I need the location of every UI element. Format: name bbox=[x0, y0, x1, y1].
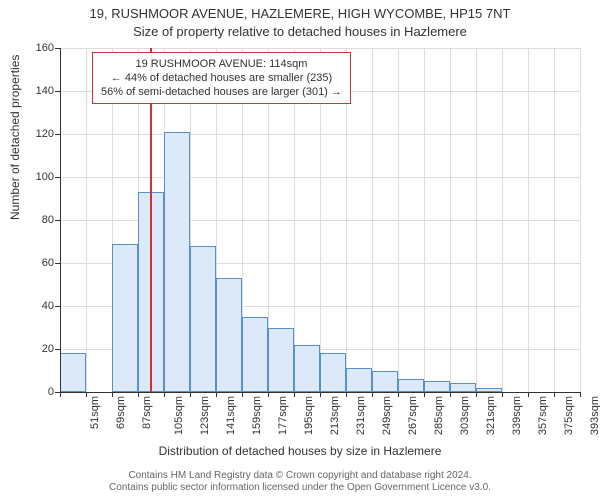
x-tick-label: 177sqm bbox=[277, 396, 289, 435]
x-tick-label: 231sqm bbox=[355, 396, 367, 435]
gridline-vertical bbox=[372, 48, 373, 392]
info-line-2: ← 44% of detached houses are smaller (23… bbox=[101, 71, 342, 85]
x-tick-label: 393sqm bbox=[589, 396, 600, 435]
histogram-bar bbox=[268, 328, 294, 393]
x-tick-label: 51sqm bbox=[89, 396, 101, 429]
chart-title-sub: Size of property relative to detached ho… bbox=[0, 24, 600, 39]
y-tick-label: 140 bbox=[14, 85, 54, 97]
x-axis-line bbox=[60, 392, 580, 393]
y-tick-label: 40 bbox=[14, 300, 54, 312]
gridline-vertical bbox=[476, 48, 477, 392]
histogram-bar bbox=[346, 368, 372, 392]
x-tick-label: 375sqm bbox=[563, 396, 575, 435]
y-tick-label: 60 bbox=[14, 257, 54, 269]
x-axis-label: Distribution of detached houses by size … bbox=[0, 444, 600, 458]
footer-line-1: Contains HM Land Registry data © Crown c… bbox=[0, 470, 600, 482]
histogram-bar bbox=[320, 353, 346, 392]
gridline-vertical bbox=[502, 48, 503, 392]
histogram-bar bbox=[216, 278, 242, 392]
x-tick-label: 249sqm bbox=[381, 396, 393, 435]
info-line-1: 19 RUSHMOOR AVENUE: 114sqm bbox=[101, 57, 342, 71]
x-tick-label: 321sqm bbox=[485, 396, 497, 435]
x-tick-label: 123sqm bbox=[199, 396, 211, 435]
chart-container: 19, RUSHMOOR AVENUE, HAZLEMERE, HIGH WYC… bbox=[0, 0, 600, 500]
gridline-vertical bbox=[424, 48, 425, 392]
x-tick-label: 195sqm bbox=[303, 396, 315, 435]
histogram-bar bbox=[190, 246, 216, 392]
x-tick-label: 267sqm bbox=[407, 396, 419, 435]
x-tick-label: 339sqm bbox=[511, 396, 523, 435]
y-tick-label: 0 bbox=[14, 386, 54, 398]
gridline-vertical bbox=[86, 48, 87, 392]
chart-title-main: 19, RUSHMOOR AVENUE, HAZLEMERE, HIGH WYC… bbox=[0, 6, 600, 21]
footer-note: Contains HM Land Registry data © Crown c… bbox=[0, 470, 600, 494]
x-tick-label: 141sqm bbox=[225, 396, 237, 435]
gridline-vertical bbox=[528, 48, 529, 392]
histogram-bar bbox=[424, 381, 450, 392]
x-tick-label: 159sqm bbox=[251, 396, 263, 435]
histogram-bar bbox=[164, 132, 190, 392]
gridline-vertical bbox=[554, 48, 555, 392]
gridline-vertical bbox=[450, 48, 451, 392]
histogram-bar bbox=[294, 345, 320, 392]
x-tick-label: 105sqm bbox=[173, 396, 185, 435]
footer-line-2: Contains public sector information licen… bbox=[0, 482, 600, 494]
gridline-vertical bbox=[580, 48, 581, 392]
x-tick-label: 213sqm bbox=[329, 396, 341, 435]
y-axis-line bbox=[60, 48, 61, 392]
y-tick-label: 100 bbox=[14, 171, 54, 183]
x-tick-label: 303sqm bbox=[459, 396, 471, 435]
x-tick-label: 87sqm bbox=[141, 396, 153, 429]
y-tick-label: 120 bbox=[14, 128, 54, 140]
y-tick-label: 160 bbox=[14, 42, 54, 54]
histogram-bar bbox=[450, 383, 476, 392]
x-tick-label: 69sqm bbox=[115, 396, 127, 429]
y-tick-label: 80 bbox=[14, 214, 54, 226]
histogram-bar bbox=[112, 244, 138, 392]
x-tick-label: 357sqm bbox=[537, 396, 549, 435]
reference-info-box: 19 RUSHMOOR AVENUE: 114sqm ← 44% of deta… bbox=[92, 52, 351, 104]
y-tick-label: 20 bbox=[14, 343, 54, 355]
histogram-bar bbox=[372, 371, 398, 393]
info-line-3: 56% of semi-detached houses are larger (… bbox=[101, 85, 342, 99]
histogram-bar bbox=[60, 353, 86, 392]
x-tick-label: 285sqm bbox=[433, 396, 445, 435]
histogram-bar bbox=[398, 379, 424, 392]
x-tick-mark bbox=[580, 392, 581, 397]
histogram-bar bbox=[242, 317, 268, 392]
gridline-vertical bbox=[398, 48, 399, 392]
